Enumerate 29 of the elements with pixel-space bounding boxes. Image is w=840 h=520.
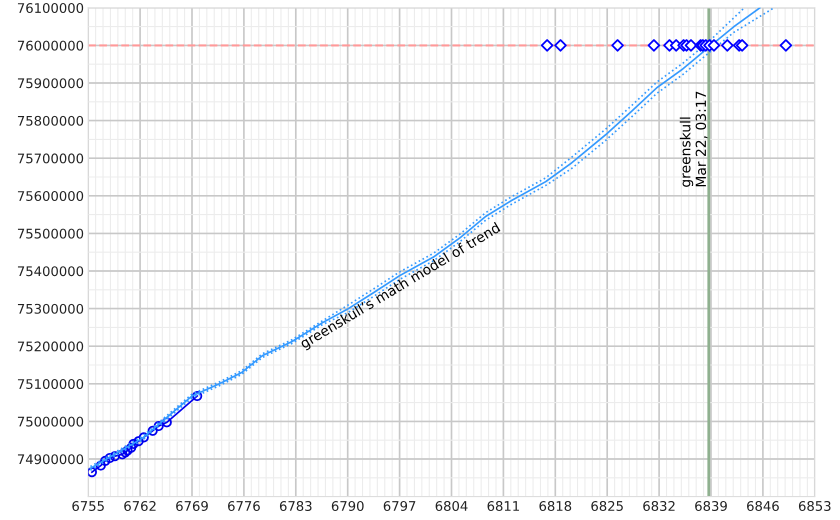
x-tick-label: 6790 xyxy=(332,501,364,511)
x-tick-label: 6839 xyxy=(695,501,727,511)
x-tick-label: 6762 xyxy=(124,501,156,511)
y-tick-label: 76100000 xyxy=(18,3,84,13)
y-tick-label: 75600000 xyxy=(18,191,84,201)
x-tick-label: 6832 xyxy=(643,501,675,511)
x-tick-label: 6825 xyxy=(591,501,623,511)
y-tick-label: 75500000 xyxy=(18,228,84,239)
y-tick-label: 74900000 xyxy=(18,454,84,464)
x-tick-label: 6783 xyxy=(280,501,312,511)
y-tick-label: 75200000 xyxy=(18,341,84,352)
y-tick-label: 75300000 xyxy=(18,304,84,314)
y-tick-label: 75100000 xyxy=(18,379,84,389)
x-tick-label: 6853 xyxy=(798,501,831,511)
y-tick-label: 75700000 xyxy=(18,153,84,164)
x-tick-label: 6804 xyxy=(436,501,468,511)
annotation: greenskull Mar 22, 03:17 xyxy=(680,92,708,187)
y-tick-label: 76000000 xyxy=(18,40,84,51)
x-tick-label: 6811 xyxy=(488,501,519,511)
x-tick-label: 6755 xyxy=(72,501,104,511)
y-tick-label: 75000000 xyxy=(18,416,84,427)
y-tick-label: 75800000 xyxy=(18,116,84,126)
x-tick-label: 6846 xyxy=(747,501,779,511)
y-tick-label: 75900000 xyxy=(18,78,84,88)
x-tick-label: 6818 xyxy=(539,501,572,511)
x-tick-label: 6797 xyxy=(384,501,416,511)
y-tick-label: 75400000 xyxy=(18,266,84,276)
x-tick-label: 6776 xyxy=(228,501,260,511)
x-tick-label: 6769 xyxy=(176,501,208,511)
